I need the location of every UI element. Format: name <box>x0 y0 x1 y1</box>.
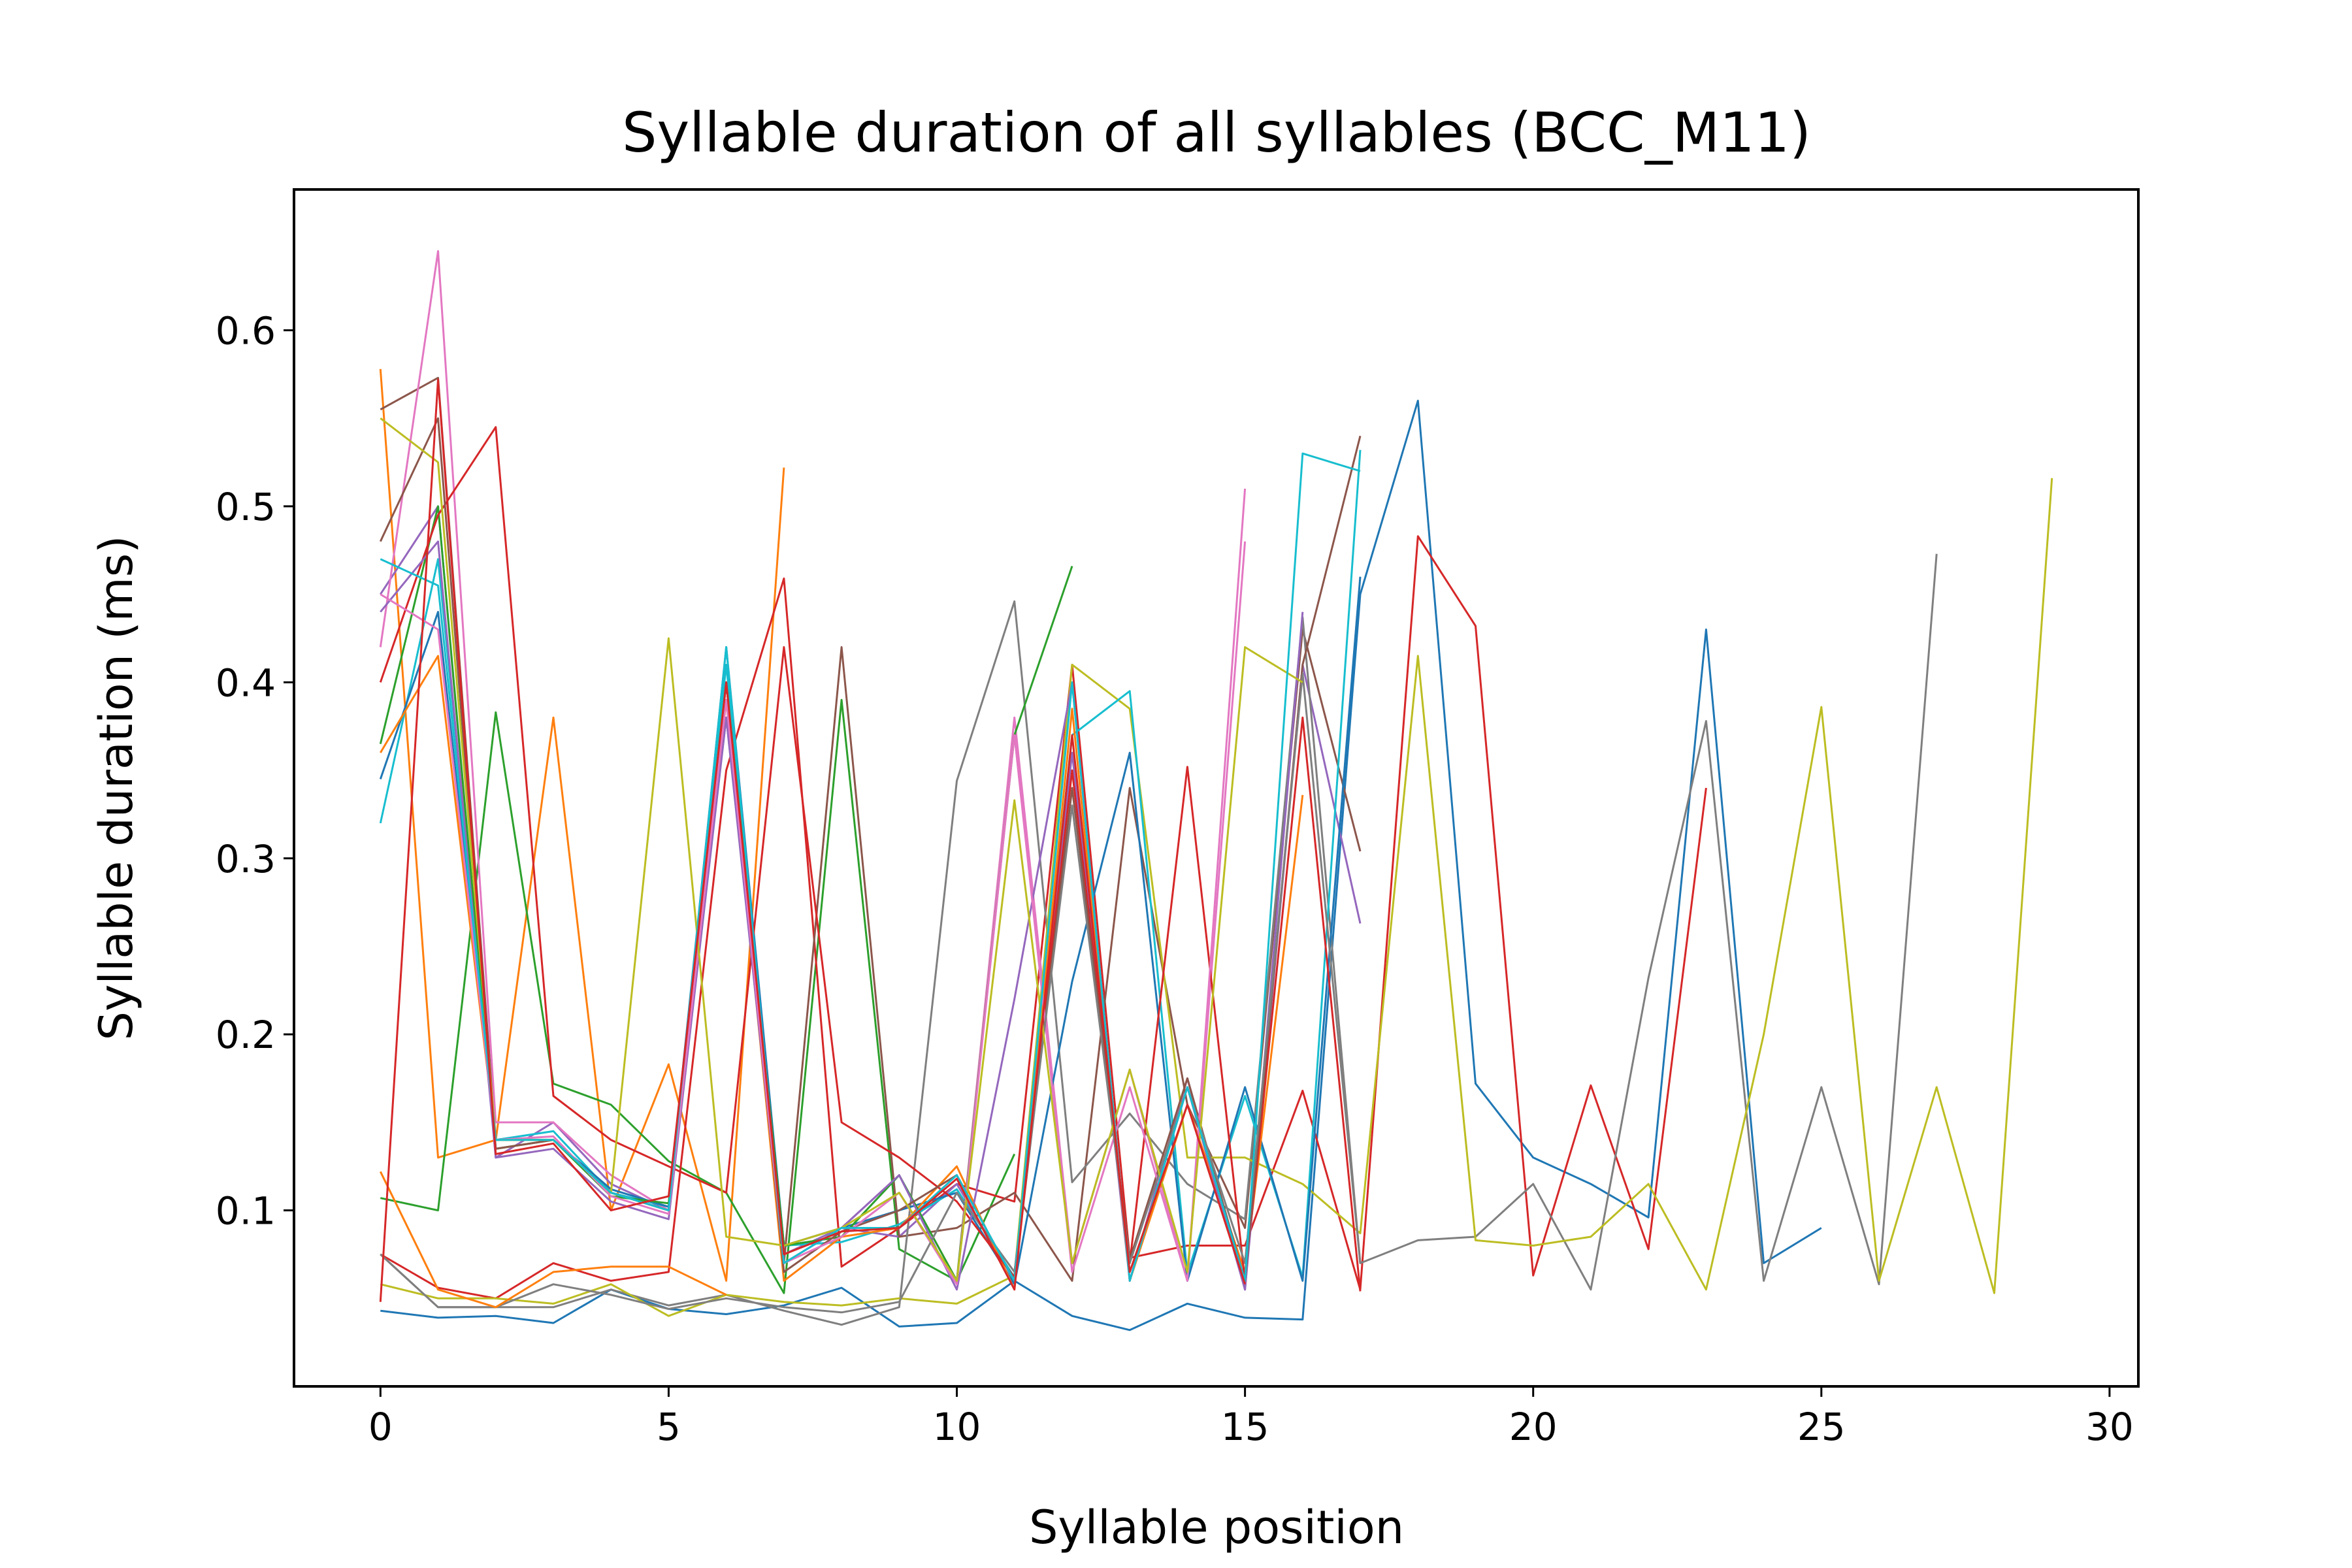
x-tick-label: 25 <box>1797 1405 1846 1449</box>
y-tick-label: 0.4 <box>216 661 276 705</box>
y-tick-label: 0.3 <box>216 837 276 881</box>
x-tick-label: 15 <box>1221 1405 1269 1449</box>
series-line-3 <box>380 698 1016 1294</box>
series-line-21 <box>379 1171 727 1309</box>
series-line-16 <box>379 417 1362 1282</box>
x-tick-label: 0 <box>368 1405 393 1449</box>
y-axis-ticks: 0.1 0.2 0.3 0.4 0.5 0.6 <box>216 309 294 1233</box>
series-line-17 <box>380 488 1247 1286</box>
y-tick-label: 0.2 <box>216 1013 276 1057</box>
y-axis-label: Syllable duration (ms) <box>90 536 143 1041</box>
y-tick-label: 0.5 <box>216 485 276 529</box>
series-line-4 <box>380 535 1707 1299</box>
series-line-20 <box>380 452 1361 1282</box>
x-tick-label: 30 <box>2085 1405 2134 1449</box>
series-line-9 <box>380 478 2053 1317</box>
series-line-8 <box>380 553 1938 1326</box>
x-axis-label: Syllable position <box>1029 1501 1404 1554</box>
y-tick-label: 0.1 <box>216 1189 276 1233</box>
chart-title: Syllable duration of all syllables (BCC_… <box>622 101 1811 165</box>
x-tick-label: 5 <box>657 1405 681 1449</box>
x-tick-label: 20 <box>1509 1405 1558 1449</box>
series-line-22 <box>379 378 1247 1302</box>
x-axis-ticks: 0 5 10 15 20 25 30 <box>368 1386 2134 1449</box>
plot-frame <box>293 188 2140 1388</box>
x-tick-label: 10 <box>933 1405 981 1449</box>
series-line-14 <box>379 426 1362 1292</box>
series-line-2 <box>379 368 785 1282</box>
series-layer <box>379 250 2053 1331</box>
y-tick-label: 0.6 <box>216 309 276 353</box>
